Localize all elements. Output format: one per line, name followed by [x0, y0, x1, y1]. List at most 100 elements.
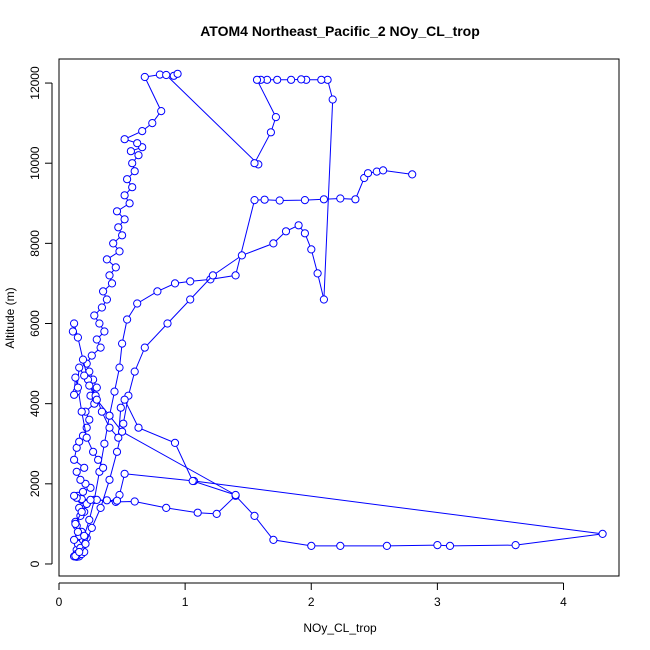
data-point — [75, 437, 84, 446]
data-point — [300, 196, 309, 205]
data-point — [275, 196, 284, 205]
series-line — [73, 169, 413, 557]
y-tick-label: 2000 — [28, 470, 42, 497]
data-point — [80, 531, 89, 541]
data-point — [336, 541, 345, 551]
data-point — [111, 263, 120, 272]
data-point — [95, 319, 104, 328]
data-point — [77, 407, 86, 416]
data-point — [269, 239, 278, 248]
x-tick-label: 2 — [308, 595, 315, 609]
data-point — [598, 529, 607, 539]
data-point — [105, 423, 114, 432]
data-point — [328, 95, 337, 104]
data-point — [128, 183, 137, 192]
data-point — [133, 299, 142, 308]
data-point — [123, 315, 132, 324]
data-point — [80, 371, 89, 380]
data-point — [89, 447, 98, 456]
data-point — [134, 151, 143, 160]
data-point — [140, 72, 149, 82]
data-point — [157, 107, 166, 116]
plot-frame — [58, 58, 620, 577]
x-tick-label: 1 — [182, 595, 189, 609]
data-point — [125, 199, 134, 208]
data-point — [140, 343, 149, 352]
data-point — [120, 191, 129, 200]
data-point — [307, 245, 316, 254]
data-point — [92, 383, 101, 392]
data-point — [126, 147, 135, 156]
data-point — [110, 387, 119, 396]
data-point — [130, 167, 139, 176]
data-point — [252, 75, 262, 84]
data-point — [76, 475, 85, 484]
data-point — [336, 194, 345, 203]
data-point — [102, 255, 112, 264]
data-point — [173, 69, 182, 78]
data-point — [231, 271, 240, 280]
data-point — [75, 547, 84, 557]
data-point — [319, 295, 328, 304]
data-point — [105, 271, 114, 280]
data-point — [319, 195, 328, 204]
data-point — [260, 195, 269, 204]
data-point — [68, 327, 78, 336]
data-point — [363, 169, 373, 178]
data-point — [511, 541, 520, 550]
data-point — [107, 279, 117, 288]
data-point — [208, 271, 217, 280]
data-point — [313, 269, 322, 278]
data-point — [114, 223, 123, 232]
data-point — [300, 229, 309, 238]
data-point — [116, 403, 125, 412]
data-point — [85, 381, 94, 390]
data-point — [78, 355, 88, 364]
data-point — [97, 303, 107, 312]
data-point — [269, 535, 278, 545]
data-point — [70, 455, 79, 464]
data-point — [85, 515, 94, 525]
y-axis-label: Altitude (m) — [3, 287, 17, 348]
data-point — [170, 438, 180, 447]
chart-title: ATOM4 Northeast_Pacific_2 NOy_CL_trop — [200, 23, 480, 39]
data-point — [162, 503, 171, 512]
data-point — [118, 339, 127, 348]
data-point — [102, 496, 112, 505]
data-point — [73, 383, 83, 392]
data-point — [188, 476, 197, 486]
data-point — [96, 343, 105, 352]
x-axis-label: NOy_CL_trop — [303, 621, 377, 635]
data-point — [105, 411, 114, 420]
series-layer — [68, 69, 607, 561]
data-point — [87, 351, 96, 360]
data-point — [109, 239, 118, 248]
data-point — [271, 113, 280, 122]
data-point — [297, 75, 306, 84]
x-tick-label: 4 — [560, 595, 567, 609]
data-point — [100, 327, 109, 336]
data-point — [162, 70, 171, 80]
data-point — [294, 221, 303, 230]
data-point — [105, 475, 114, 484]
x-tick-label: 3 — [434, 595, 441, 609]
data-point — [112, 207, 122, 216]
x-tick-label: 0 — [56, 595, 63, 609]
data-point — [445, 541, 455, 551]
data-point — [115, 363, 124, 372]
data-point — [281, 227, 291, 236]
data-point — [134, 423, 143, 432]
data-point — [70, 319, 79, 328]
data-series — [68, 319, 240, 500]
data-point — [87, 523, 96, 533]
data-point — [100, 439, 109, 448]
data-series — [70, 469, 607, 551]
data-point — [94, 455, 103, 464]
data-point — [112, 447, 122, 456]
data-series — [71, 75, 337, 561]
data-point — [72, 467, 81, 476]
y-tick-label: 4000 — [28, 390, 42, 417]
data-point — [80, 463, 89, 472]
data-point — [163, 319, 172, 328]
